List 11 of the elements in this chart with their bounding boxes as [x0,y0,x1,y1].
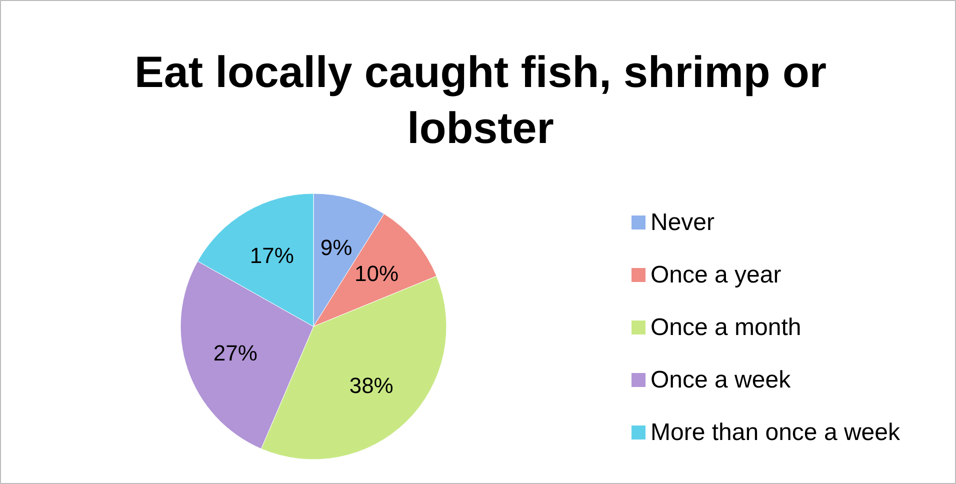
legend-label: Once a month [650,314,802,341]
chart-title: Eat locally caught fish, shrimp or lobster [134,48,826,153]
legend-label: Once a week [650,366,792,394]
legend-label: Never [650,209,715,236]
data-label: 38% [349,372,394,398]
data-label: 17% [250,242,294,268]
data-label: 9% [320,234,352,260]
legend-label: Once a year [650,262,782,288]
data-label: 27% [213,340,258,366]
legend-label: More than once a week [650,419,901,446]
data-label: 10% [354,260,399,286]
